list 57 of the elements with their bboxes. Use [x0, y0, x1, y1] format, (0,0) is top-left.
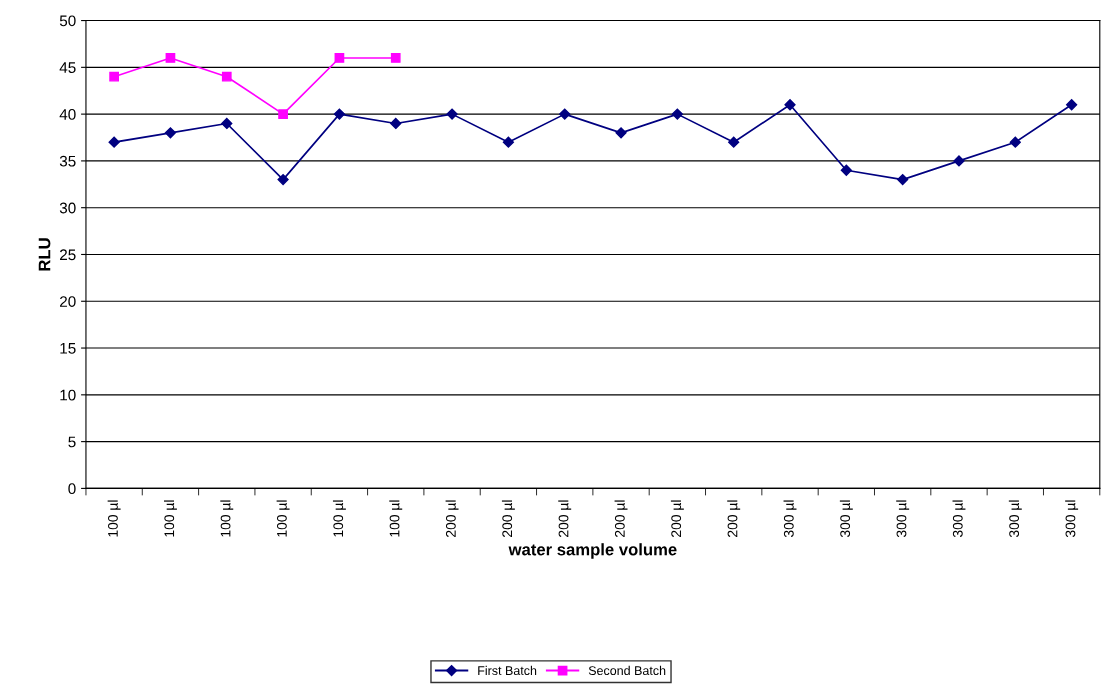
x-tick-label: 300 µl [896, 500, 910, 538]
x-tick-label: 200 µl [670, 500, 684, 537]
x-tick-label: 100 µl [107, 500, 121, 537]
y-tick-label: 10 [60, 389, 76, 401]
point [390, 53, 401, 63]
point [1066, 99, 1078, 111]
x-tick-label: 300 µl [952, 500, 966, 538]
point [221, 117, 233, 130]
y-tick-label: 0 [68, 483, 76, 495]
point [108, 136, 120, 148]
x-tick-label: 100 µl [276, 500, 290, 537]
point [277, 174, 289, 186]
x-tick-label: 200 µl [614, 500, 628, 537]
y-tick-label: 30 [59, 202, 76, 214]
point [615, 127, 627, 139]
point [728, 136, 740, 148]
point [446, 108, 458, 120]
x-tick-label: 200 µl [501, 500, 515, 537]
x-tick-label: 300 µl [1008, 500, 1022, 538]
point [502, 136, 514, 148]
point [109, 71, 119, 82]
point [221, 71, 232, 82]
x-tick-label: 300 µl [1065, 500, 1079, 538]
y-tick-label: 50 [59, 15, 76, 27]
y-axis-title: RLU [38, 238, 51, 271]
y-tick-label: 35 [59, 155, 76, 167]
x-tick-label: 200 µl [558, 500, 572, 537]
point [165, 53, 176, 63]
legend-label: Second Batch [588, 665, 666, 676]
y-tick-label: 5 [68, 436, 76, 448]
x-tick-label: 300 µl [783, 500, 797, 538]
x-tick-label: 100 µl [332, 500, 346, 537]
x-tick-label: 100 µl [163, 500, 177, 537]
x-axis-title: water sample volume [508, 543, 677, 559]
point [164, 127, 177, 139]
point [1009, 136, 1021, 148]
legend-label: First Batch [478, 665, 537, 676]
point [559, 108, 571, 120]
point [671, 108, 683, 120]
x-tick-label: 100 µl [389, 500, 403, 537]
y-tick-label: 20 [60, 296, 76, 307]
x-tick-label: 300 µl [839, 500, 853, 538]
point [278, 109, 288, 119]
y-tick-label: 25 [60, 249, 76, 261]
x-tick-label: 200 µl [727, 500, 741, 537]
point [953, 155, 965, 167]
y-tick-label: 45 [59, 62, 76, 74]
point [333, 108, 346, 120]
x-tick-label: 200 µl [445, 500, 459, 537]
y-tick-label: 15 [60, 343, 76, 354]
point [390, 117, 402, 130]
x-tick-label: 100 µl [220, 500, 234, 537]
point [897, 174, 909, 186]
point [334, 53, 345, 63]
y-tick-label: 40 [59, 108, 76, 120]
point [840, 164, 852, 176]
point [784, 99, 796, 111]
